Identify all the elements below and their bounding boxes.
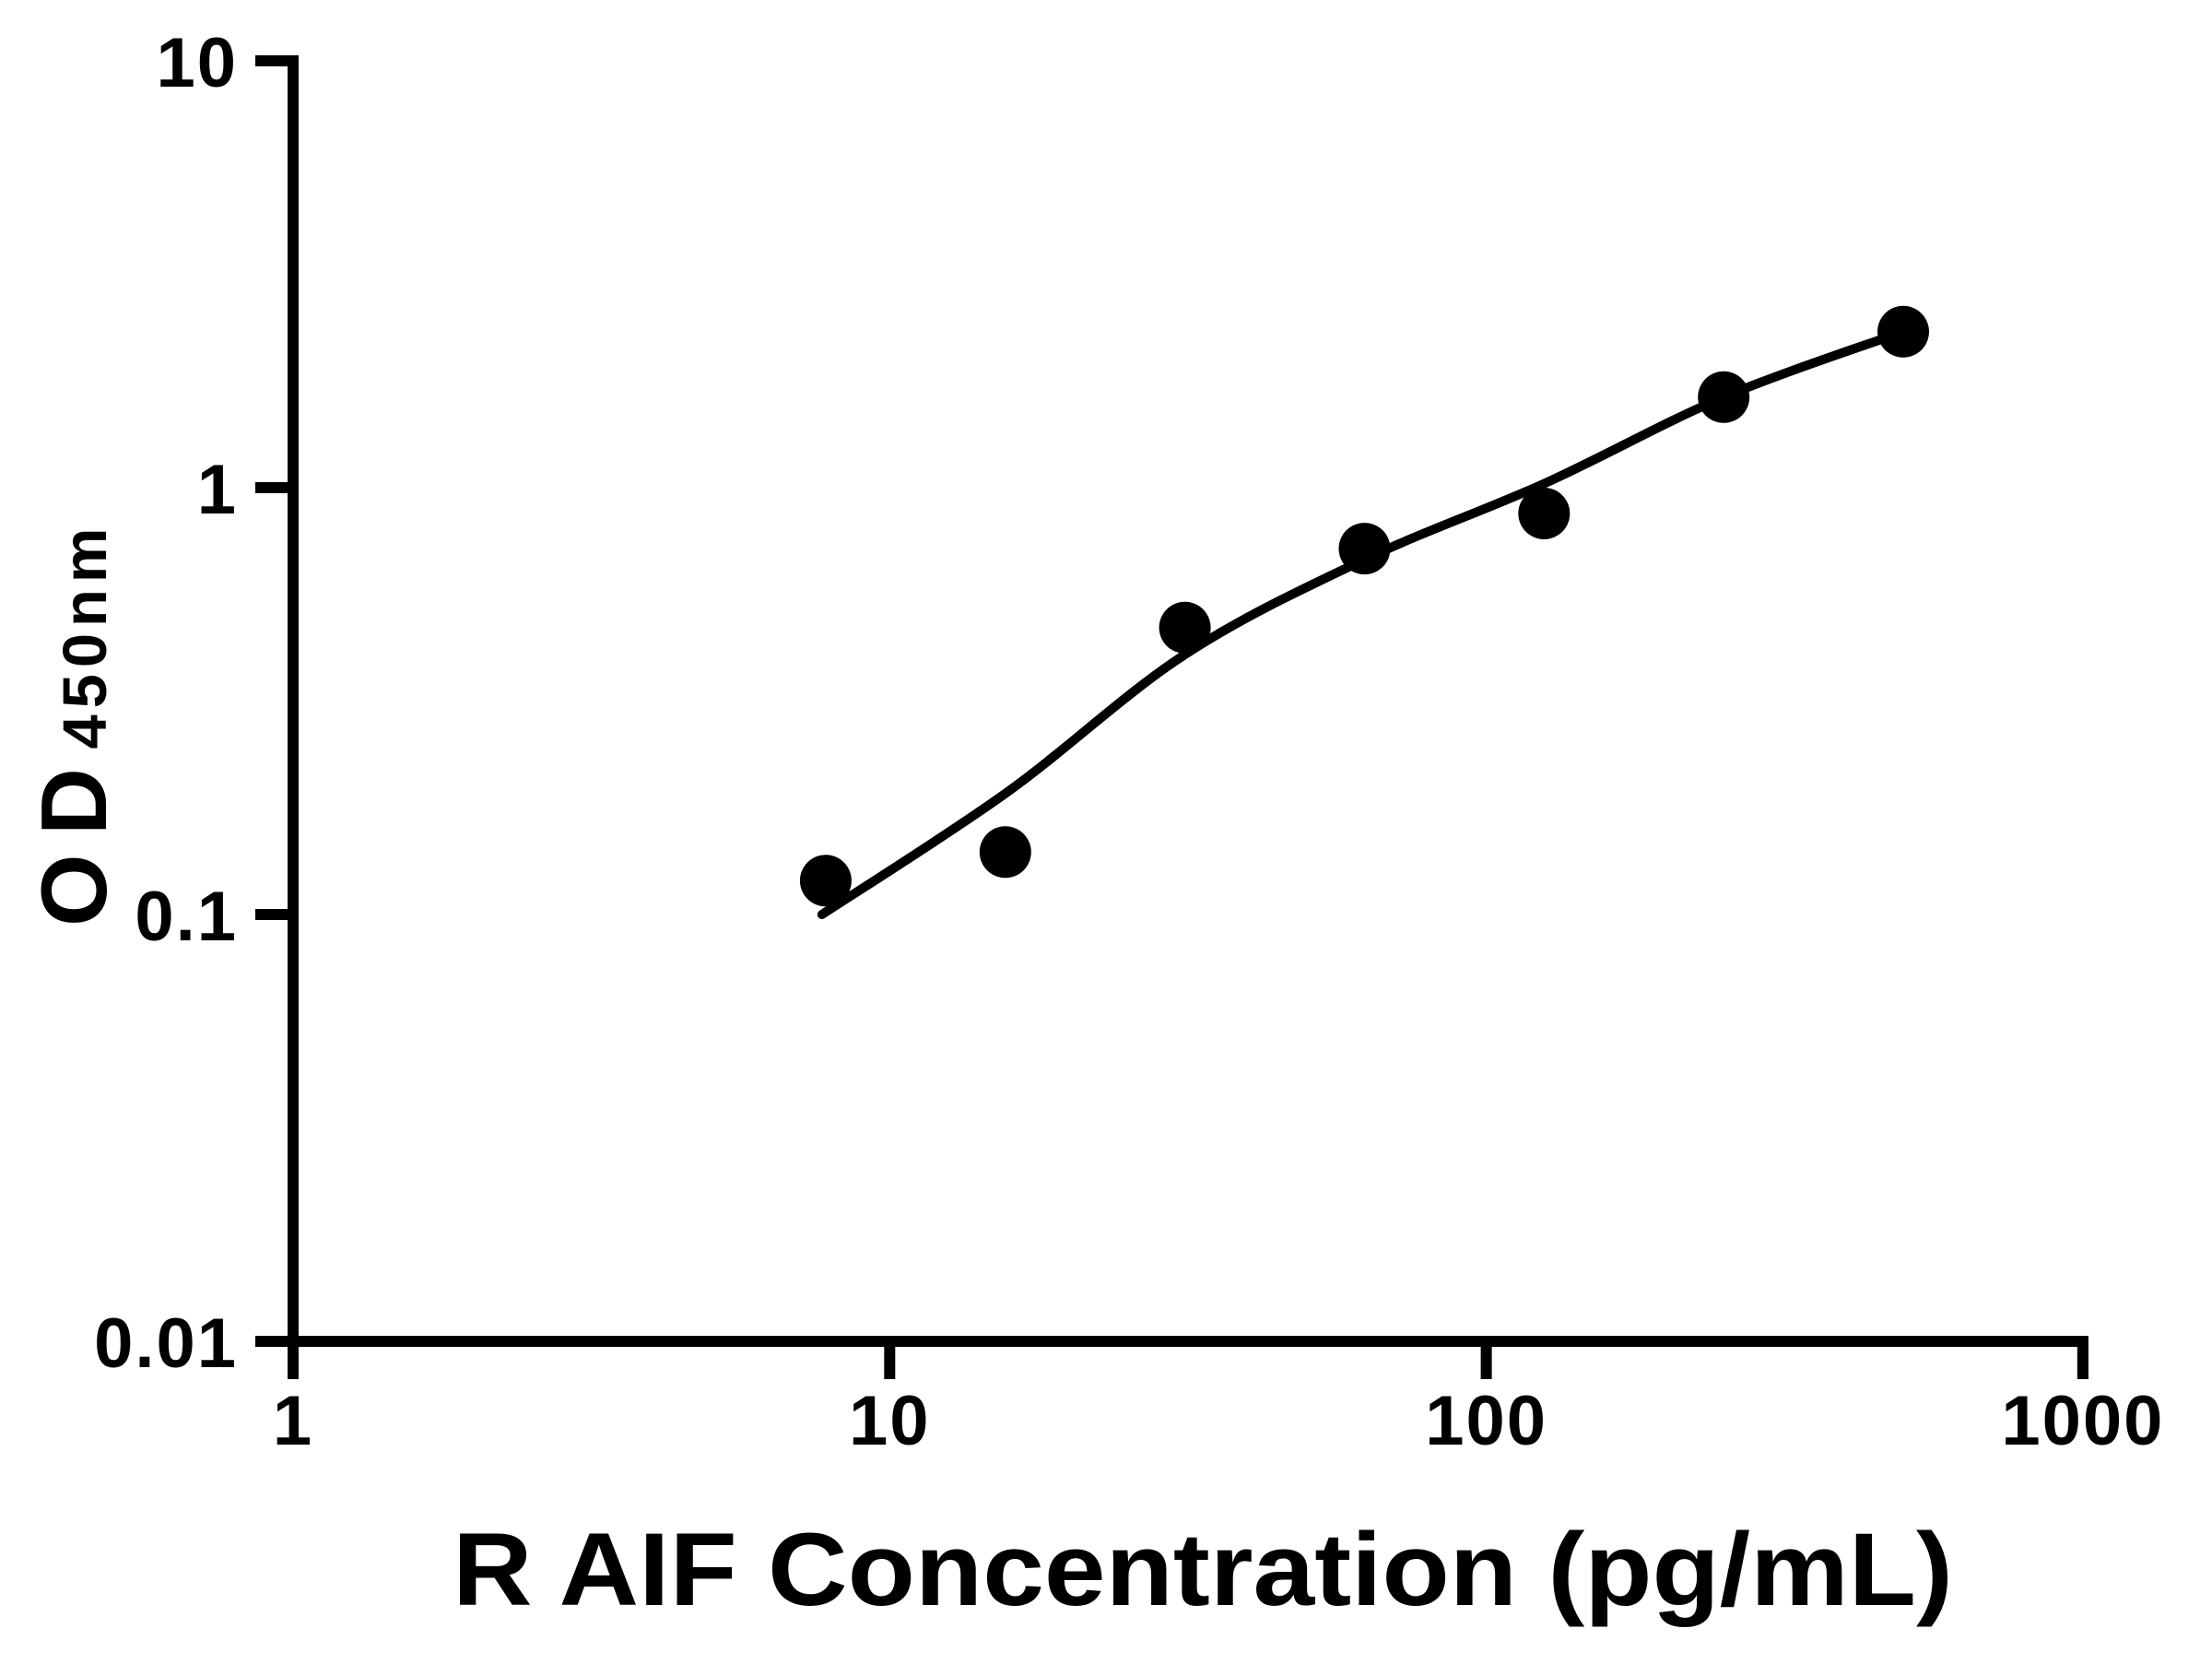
y-axis-title: OD 450nm: [23, 528, 126, 926]
axis-ticks: [255, 55, 2088, 1379]
axis-lines: [255, 55, 2088, 1379]
y-tick-label: 10: [156, 24, 238, 102]
data-points: [799, 305, 1929, 907]
x-tick-label: 1000: [2001, 1382, 2164, 1460]
x-tick-label: 1: [273, 1382, 313, 1460]
y-axis-title-subscript: 450nm: [51, 528, 120, 749]
y-tick-label: 0.01: [94, 1304, 238, 1383]
data-point-marker: [1159, 601, 1211, 654]
data-point-marker: [1338, 523, 1391, 575]
data-point-marker: [799, 855, 852, 907]
data-point-marker: [979, 826, 1031, 879]
x-tick-label: 100: [1425, 1382, 1547, 1460]
y-tick-label: 0.1: [135, 878, 238, 956]
fit-curve-line: [817, 326, 1908, 919]
x-tick-labels: 1 10 100 1000: [273, 1382, 2164, 1460]
y-tick-label: 1: [197, 451, 238, 529]
data-point-marker: [1518, 488, 1571, 539]
y-tick-labels: 0.01 0.1 1 10: [94, 24, 238, 1383]
data-point-marker: [1877, 305, 1929, 358]
data-point-marker: [1698, 371, 1750, 423]
x-tick-label: 10: [849, 1382, 931, 1460]
x-axis-title: R AIF Concentration (pg/mL): [453, 1512, 1953, 1627]
y-axis-title-main: OD: [23, 768, 126, 926]
